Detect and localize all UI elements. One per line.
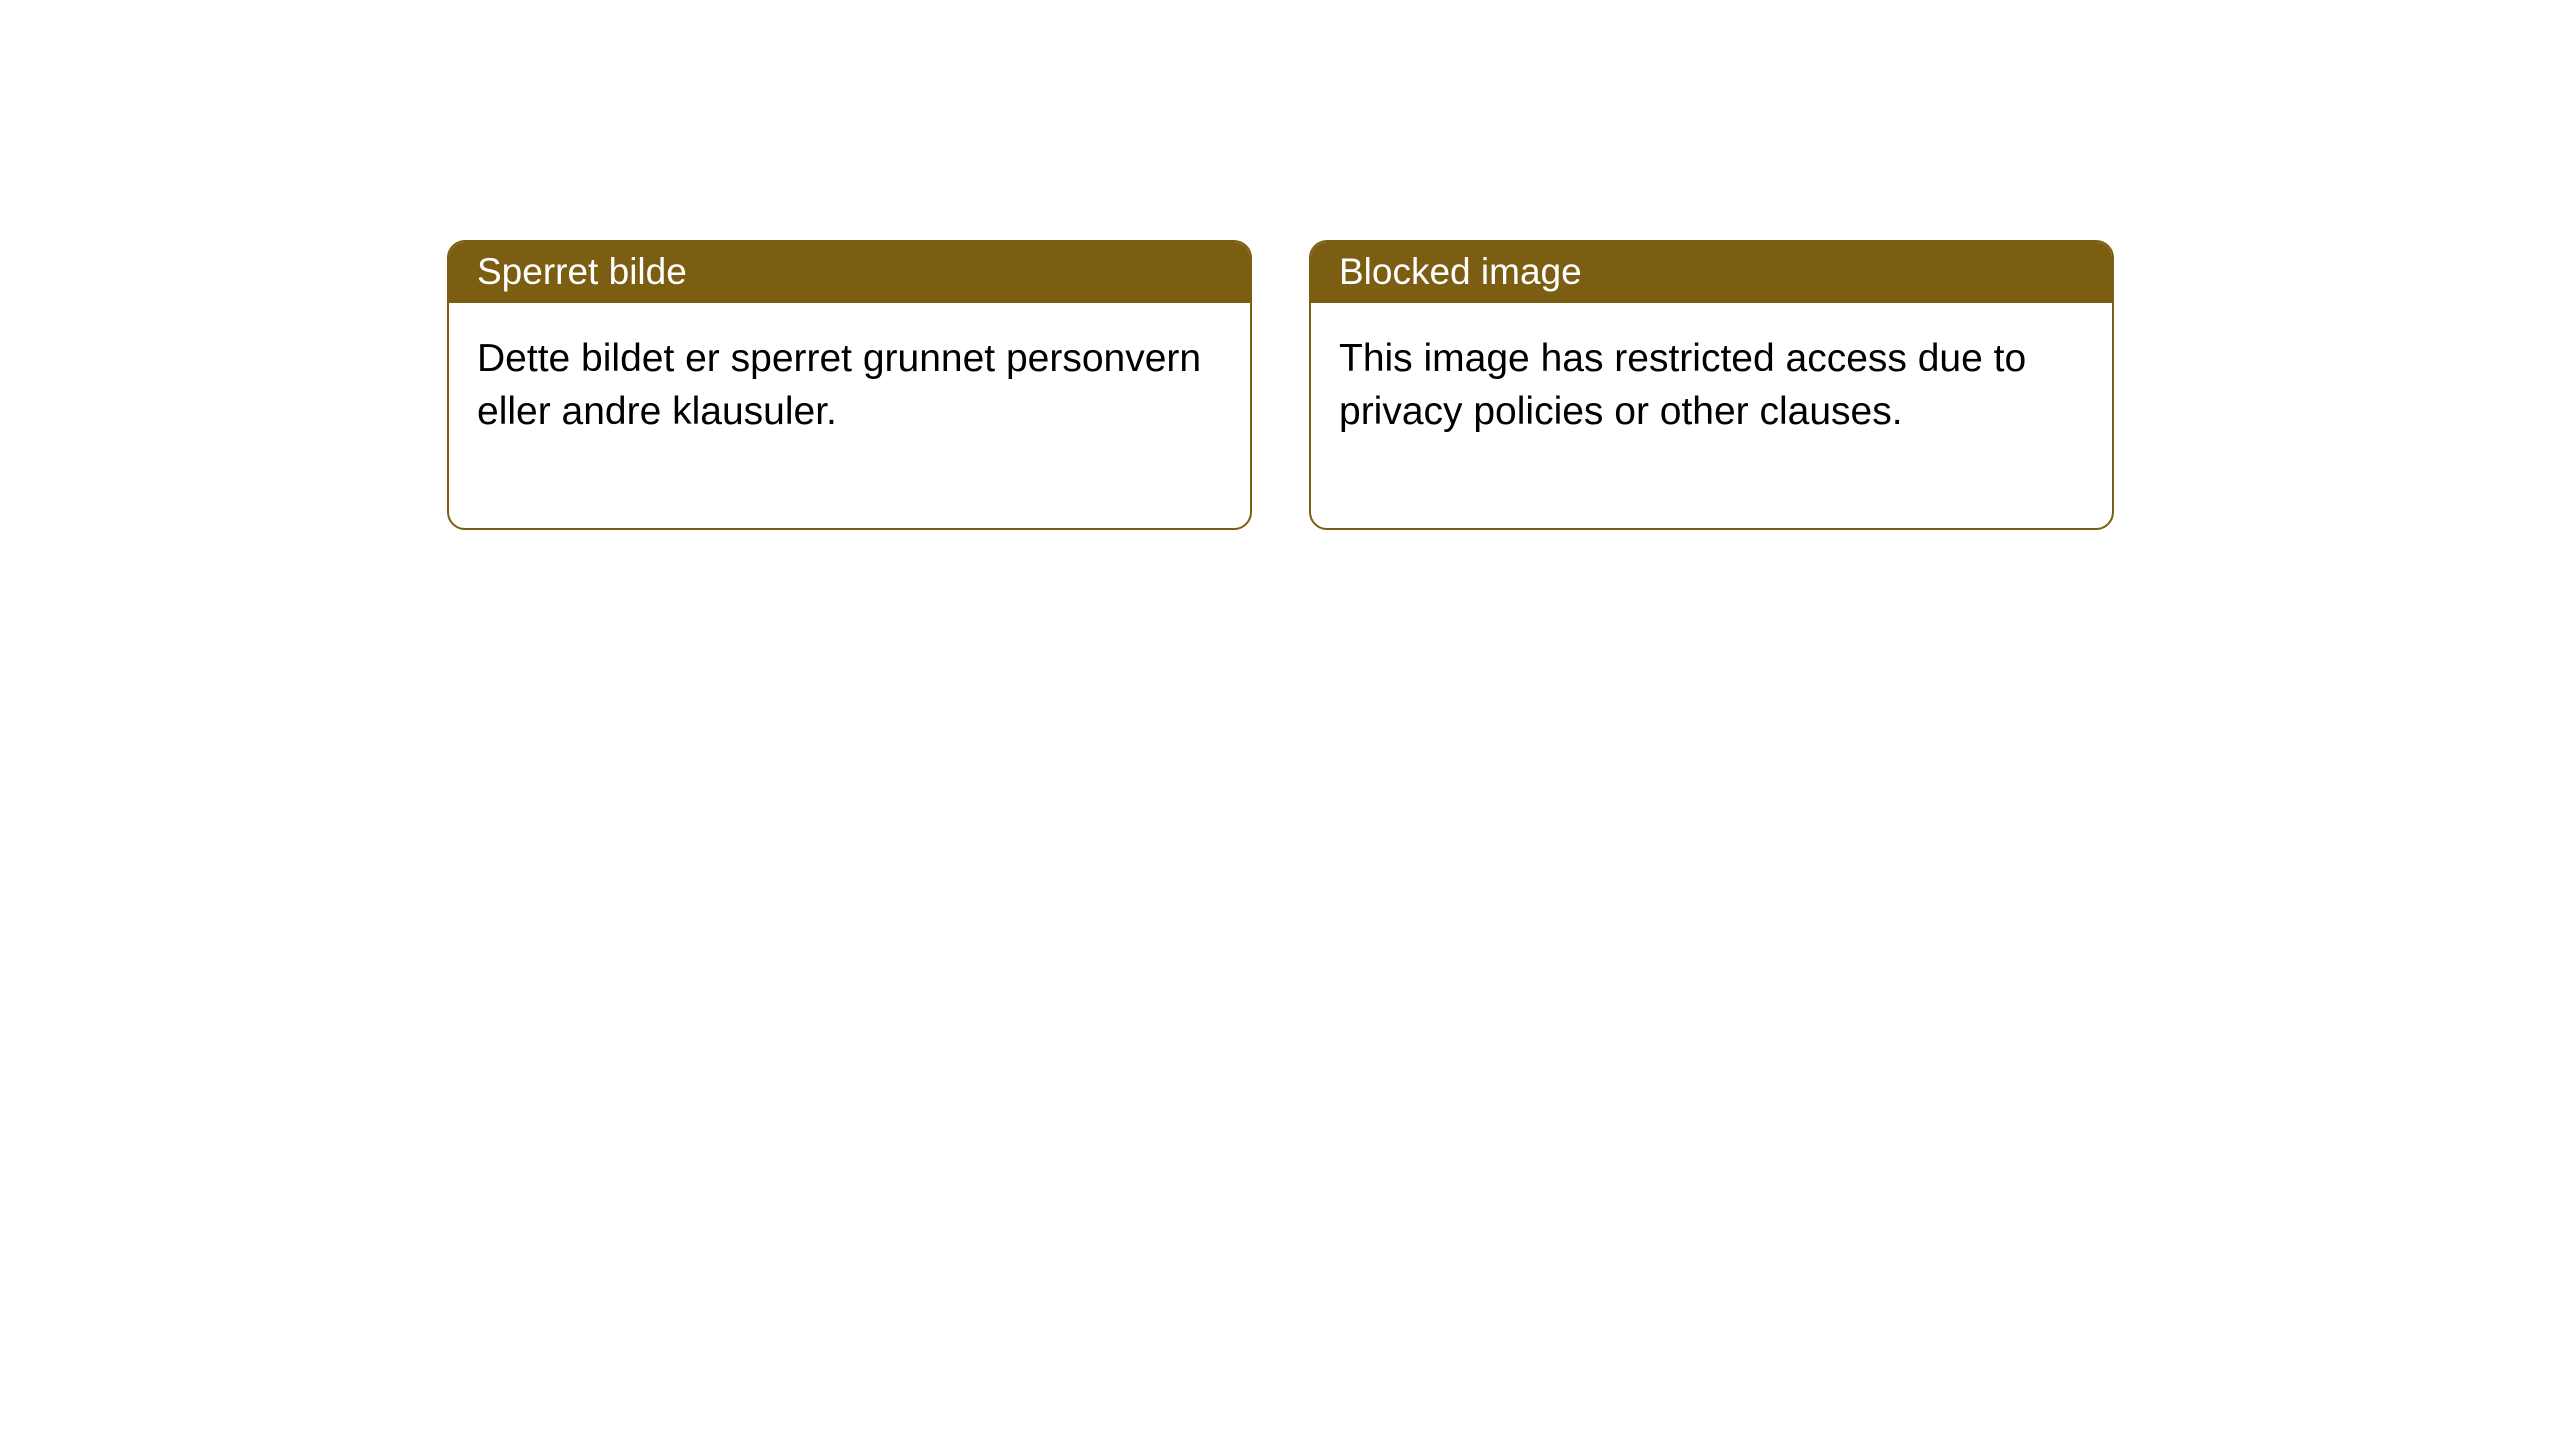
card-header: Blocked image (1311, 242, 2112, 303)
card-body-text: Dette bildet er sperret grunnet personve… (449, 303, 1250, 528)
blocked-image-card-en: Blocked image This image has restricted … (1309, 240, 2114, 530)
card-header: Sperret bilde (449, 242, 1250, 303)
card-body-text: This image has restricted access due to … (1311, 303, 2112, 528)
blocked-image-card-no: Sperret bilde Dette bildet er sperret gr… (447, 240, 1252, 530)
notice-cards-row: Sperret bilde Dette bildet er sperret gr… (447, 240, 2114, 530)
